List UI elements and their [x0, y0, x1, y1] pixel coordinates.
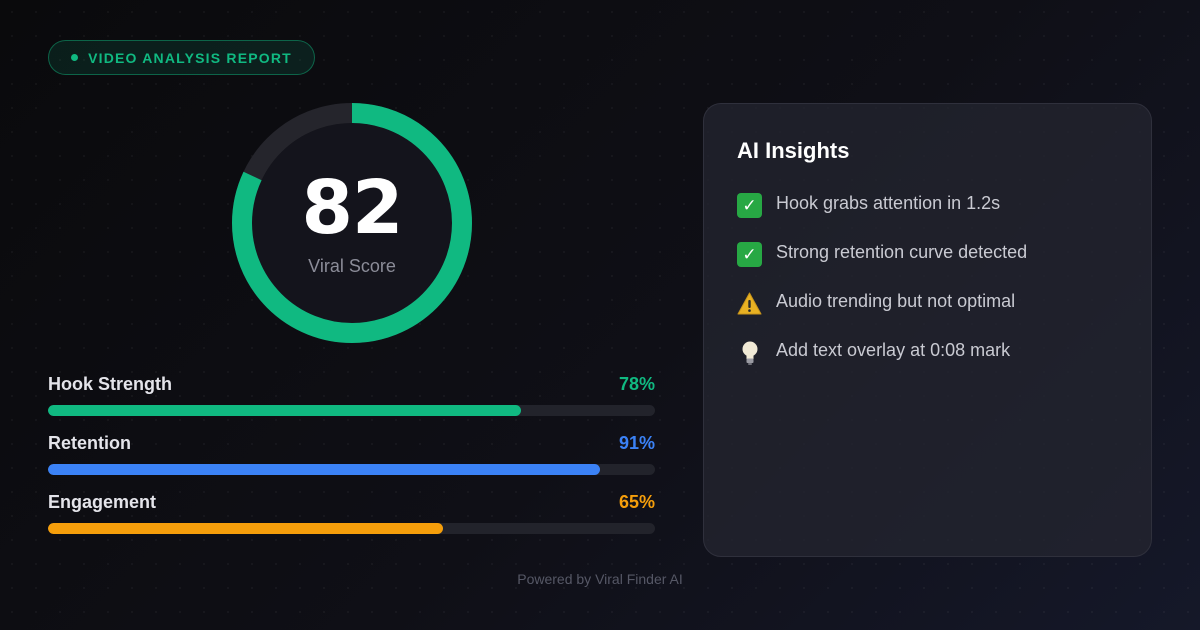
metric-value: 91% — [618, 433, 655, 453]
warning-icon — [737, 291, 762, 316]
metric-value: 65% — [618, 492, 655, 512]
score-ring — [232, 103, 472, 343]
metric-value: 78% — [618, 374, 655, 394]
insight-text: Audio trending but not optimal — [776, 291, 1016, 311]
insight-text: Strong retention curve detected — [776, 242, 1028, 262]
ai-insights-panel: AI Insights ✓ Hook grabs attention in 1.… — [703, 103, 1152, 557]
viral-score-value: 82 — [301, 165, 404, 251]
metric-name: Retention — [48, 433, 131, 453]
score-ring-center — [252, 123, 452, 323]
insight-text: Hook grabs attention in 1.2s — [776, 193, 1001, 213]
check-mark-icon: ✓ — [737, 242, 762, 267]
insight-item: Audio trending but not optimal — [737, 288, 1015, 316]
report-badge-label: VIDEO ANALYSIS REPORT — [88, 49, 292, 66]
metric-track — [48, 523, 655, 534]
metric-name: Hook Strength — [48, 374, 172, 394]
insight-item: ✓ Hook grabs attention in 1.2s — [737, 190, 1000, 218]
metric-track — [48, 464, 655, 475]
metric-fill-bar — [48, 523, 443, 534]
insight-item: Add text overlay at 0:08 mark — [737, 337, 1010, 365]
viral-score-label: Viral Score — [308, 256, 396, 276]
score-ring-progress — [232, 103, 472, 343]
insight-item: ✓ Strong retention curve detected — [737, 239, 1027, 267]
metric-name: Engagement — [48, 492, 157, 512]
status-dot-icon — [71, 54, 79, 61]
powered-by-footer: Powered by Viral Finder AI — [517, 571, 683, 587]
check-mark-icon: ✓ — [737, 193, 762, 218]
ai-insights-title: AI Insights — [737, 138, 850, 163]
metric-engagement: Engagement 65% — [48, 492, 655, 534]
metric-fill-bar — [48, 405, 522, 416]
metric-retention: Retention 91% — [48, 433, 655, 475]
viral-score-gauge: 82 Viral Score — [231, 102, 473, 344]
insight-text: Add text overlay at 0:08 mark — [776, 340, 1011, 360]
report-badge: VIDEO ANALYSIS REPORT — [48, 40, 315, 75]
light-bulb-icon — [737, 340, 762, 365]
metric-hook-strength: Hook Strength 78% — [48, 374, 655, 416]
metric-fill-bar — [48, 464, 601, 475]
metric-track — [48, 405, 655, 416]
